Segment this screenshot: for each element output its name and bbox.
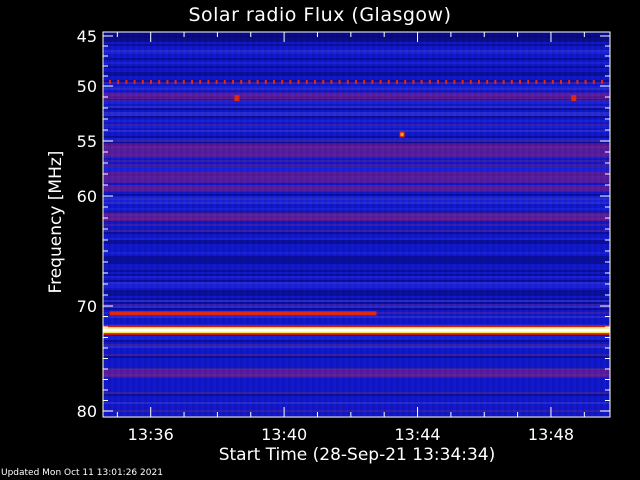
periodic-dot [248, 80, 251, 84]
strong-interference-line [103, 328, 610, 332]
periodic-dot [207, 80, 210, 84]
periodic-dot [486, 80, 489, 84]
y-tick-label: 45 [77, 27, 97, 46]
periodic-dot [592, 80, 595, 84]
periodic-dot [519, 80, 521, 84]
periodic-dot [256, 80, 259, 84]
periodic-dot [510, 80, 513, 84]
periodic-dot [584, 80, 587, 84]
periodic-dot [314, 80, 316, 84]
periodic-dot [133, 80, 136, 84]
periodic-dot [289, 80, 292, 84]
y-tick-label: 55 [77, 132, 97, 151]
x-tick-label: 13:48 [528, 425, 574, 444]
y-axis-label: Frequency [MHz] [46, 150, 66, 294]
periodic-dot [150, 80, 152, 84]
periodic-dot [305, 80, 308, 84]
periodic-dot [568, 80, 571, 84]
spectrogram-features [103, 80, 610, 336]
spot [571, 95, 577, 102]
spot [234, 95, 240, 102]
periodic-dot [428, 80, 431, 84]
periodic-dot [232, 80, 234, 84]
periodic-dot [363, 80, 366, 84]
periodic-dot [240, 80, 243, 84]
periodic-dot [387, 80, 390, 84]
x-tick-label: 13:44 [394, 425, 440, 444]
periodic-dot [174, 80, 177, 84]
spot-core [400, 132, 404, 136]
y-tick-label: 80 [77, 402, 97, 421]
periodic-dot [379, 80, 382, 84]
periodic-dot [125, 80, 128, 84]
updated-timestamp: Updated Mon Oct 11 13:01:26 2021 [1, 468, 163, 478]
x-axis-ticks: 13:36 13:40 13:44 13:48 [116, 32, 585, 444]
periodic-dot [199, 80, 202, 84]
periodic-dot [355, 80, 357, 84]
periodic-dot [601, 80, 603, 84]
periodic-dot [420, 80, 423, 84]
periodic-dot [264, 80, 267, 84]
interference-line [109, 311, 377, 316]
periodic-dot [166, 80, 169, 84]
x-tick-label: 13:40 [261, 425, 307, 444]
periodic-dot [478, 80, 480, 84]
periodic-dot [182, 80, 185, 84]
chart-title: Solar radio Flux (Glasgow) [188, 4, 452, 26]
periodic-dot [437, 80, 439, 84]
periodic-dot [330, 80, 333, 84]
plot-frame [102, 31, 611, 418]
periodic-dot [109, 80, 111, 84]
y-axis-ticks: 45 50 55 60 70 80 [77, 27, 610, 421]
y-tick-label: 60 [77, 187, 97, 206]
periodic-dot [346, 80, 349, 84]
periodic-dot [281, 80, 284, 84]
periodic-dot [543, 80, 546, 84]
periodic-dot [338, 80, 341, 84]
periodic-dot [527, 80, 530, 84]
y-tick-label: 50 [77, 77, 97, 96]
periodic-dot [404, 80, 407, 84]
periodic-dot [494, 80, 497, 84]
periodic-dot [223, 80, 226, 84]
periodic-dot [273, 80, 275, 84]
periodic-dot [535, 80, 538, 84]
x-tick-label: 13:36 [128, 425, 174, 444]
periodic-dot [396, 80, 398, 84]
periodic-dot [191, 80, 193, 84]
periodic-dot [445, 80, 448, 84]
periodic-dot [141, 80, 144, 84]
periodic-dot [461, 80, 464, 84]
periodic-dot [502, 80, 505, 84]
periodic-dot [117, 80, 120, 84]
periodic-dot [453, 80, 456, 84]
periodic-dot [371, 80, 374, 84]
y-tick-label: 70 [77, 297, 97, 316]
periodic-dot [297, 80, 300, 84]
periodic-dot [322, 80, 325, 84]
periodic-dot [469, 80, 472, 84]
x-axis-label: Start Time (28-Sep-21 13:34:34) [218, 445, 496, 465]
periodic-dot [576, 80, 579, 84]
periodic-dot [215, 80, 218, 84]
periodic-dot [412, 80, 415, 84]
periodic-dot [551, 80, 554, 84]
spectrogram-texture [103, 32, 610, 417]
periodic-dot [560, 80, 562, 84]
periodic-dot [158, 80, 161, 84]
